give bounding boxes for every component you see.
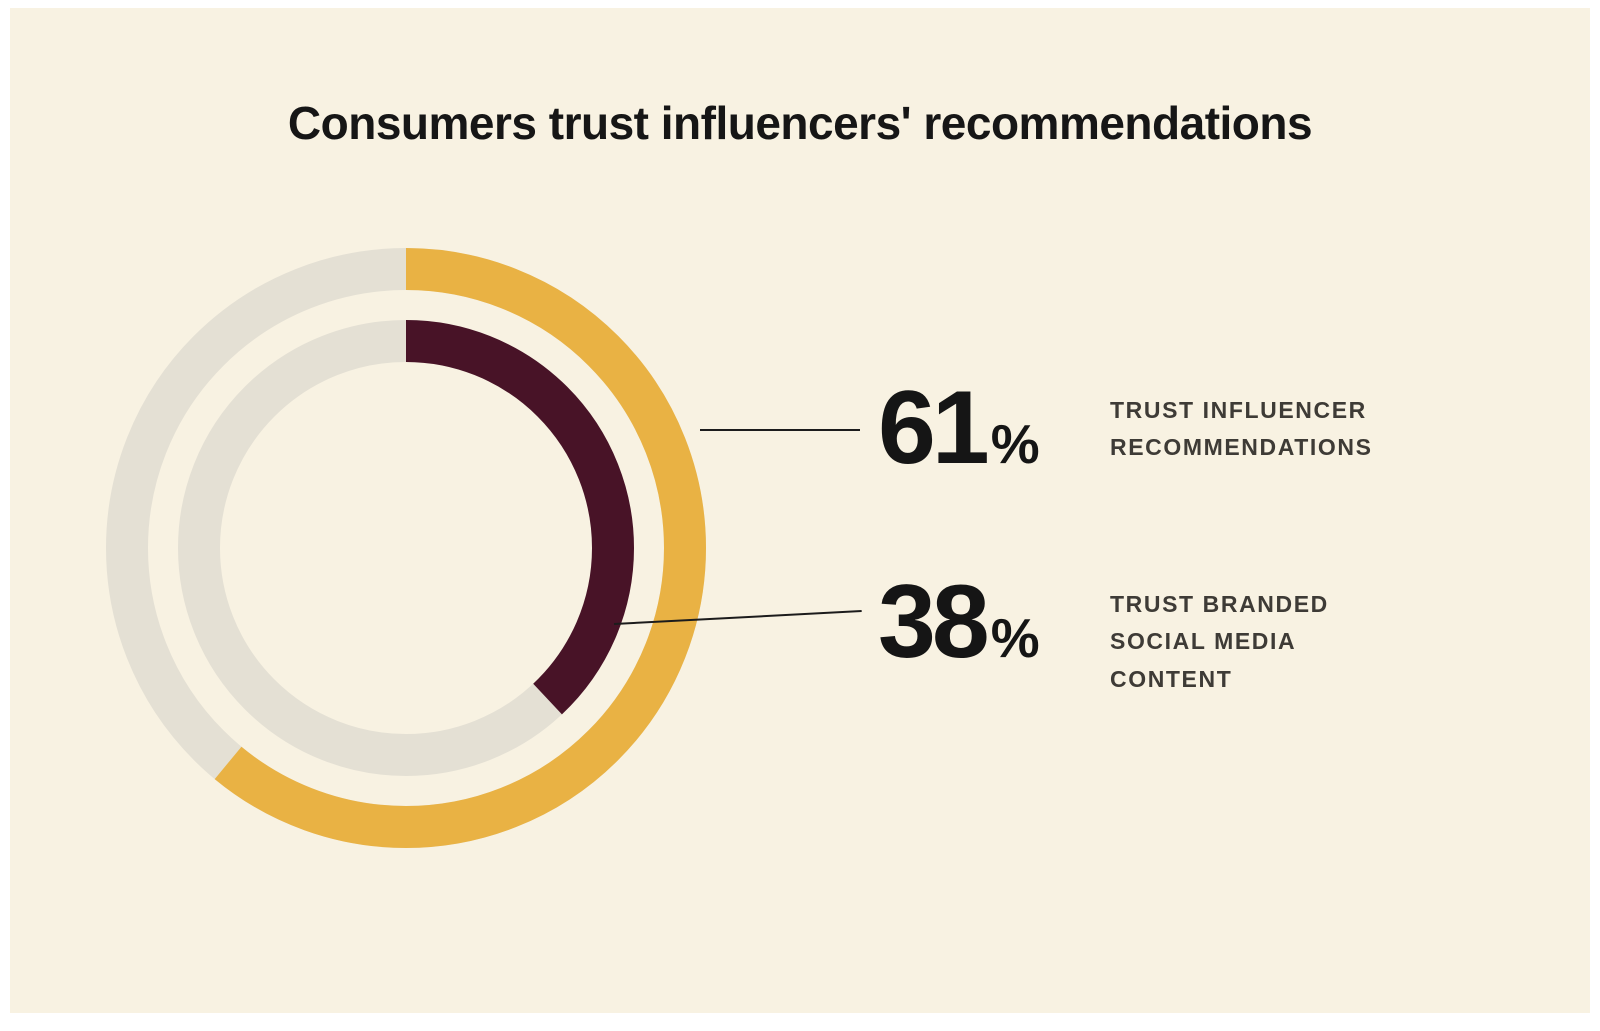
chart-title: Consumers trust influencers' recommendat… xyxy=(287,97,1313,149)
callout-outer-number: 61 xyxy=(878,370,990,486)
donut-chart xyxy=(106,248,706,848)
callout-inner-percent-sign: % xyxy=(990,607,1040,669)
callout-outer-label-line-2: RECOMMENDATIONS xyxy=(1110,434,1373,461)
callout-inner-label-line-2: SOCIAL MEDIA xyxy=(1110,628,1297,655)
callout-outer-value: 61% xyxy=(878,376,1110,480)
outer-ring-arc xyxy=(106,248,706,848)
inner-ring-arc xyxy=(178,320,634,776)
callout-inner-label: TRUST BRANDED SOCIAL MEDIA CONTENT xyxy=(1110,586,1329,698)
callout-inner-label-line-1: TRUST BRANDED xyxy=(1110,591,1329,617)
callout-outer-label: TRUST INFLUENCER RECOMMENDATIONS xyxy=(1110,392,1373,467)
callout-inner-value: 38% xyxy=(878,570,1110,674)
chart-panel: Consumers trust influencers' recommendat… xyxy=(10,8,1590,1013)
callout-inner-number: 38 xyxy=(878,564,990,680)
callout-inner-label-line-3: CONTENT xyxy=(1110,665,1233,692)
callout-inner: 38% TRUST BRANDED SOCIAL MEDIA CONTENT xyxy=(878,570,1329,698)
callout-line-outer xyxy=(700,429,860,431)
callout-outer-label-line-1: TRUST INFLUENCER xyxy=(1110,397,1367,423)
callout-outer: 61% TRUST INFLUENCER RECOMMENDATIONS xyxy=(878,376,1373,480)
callout-outer-percent-sign: % xyxy=(990,413,1040,475)
